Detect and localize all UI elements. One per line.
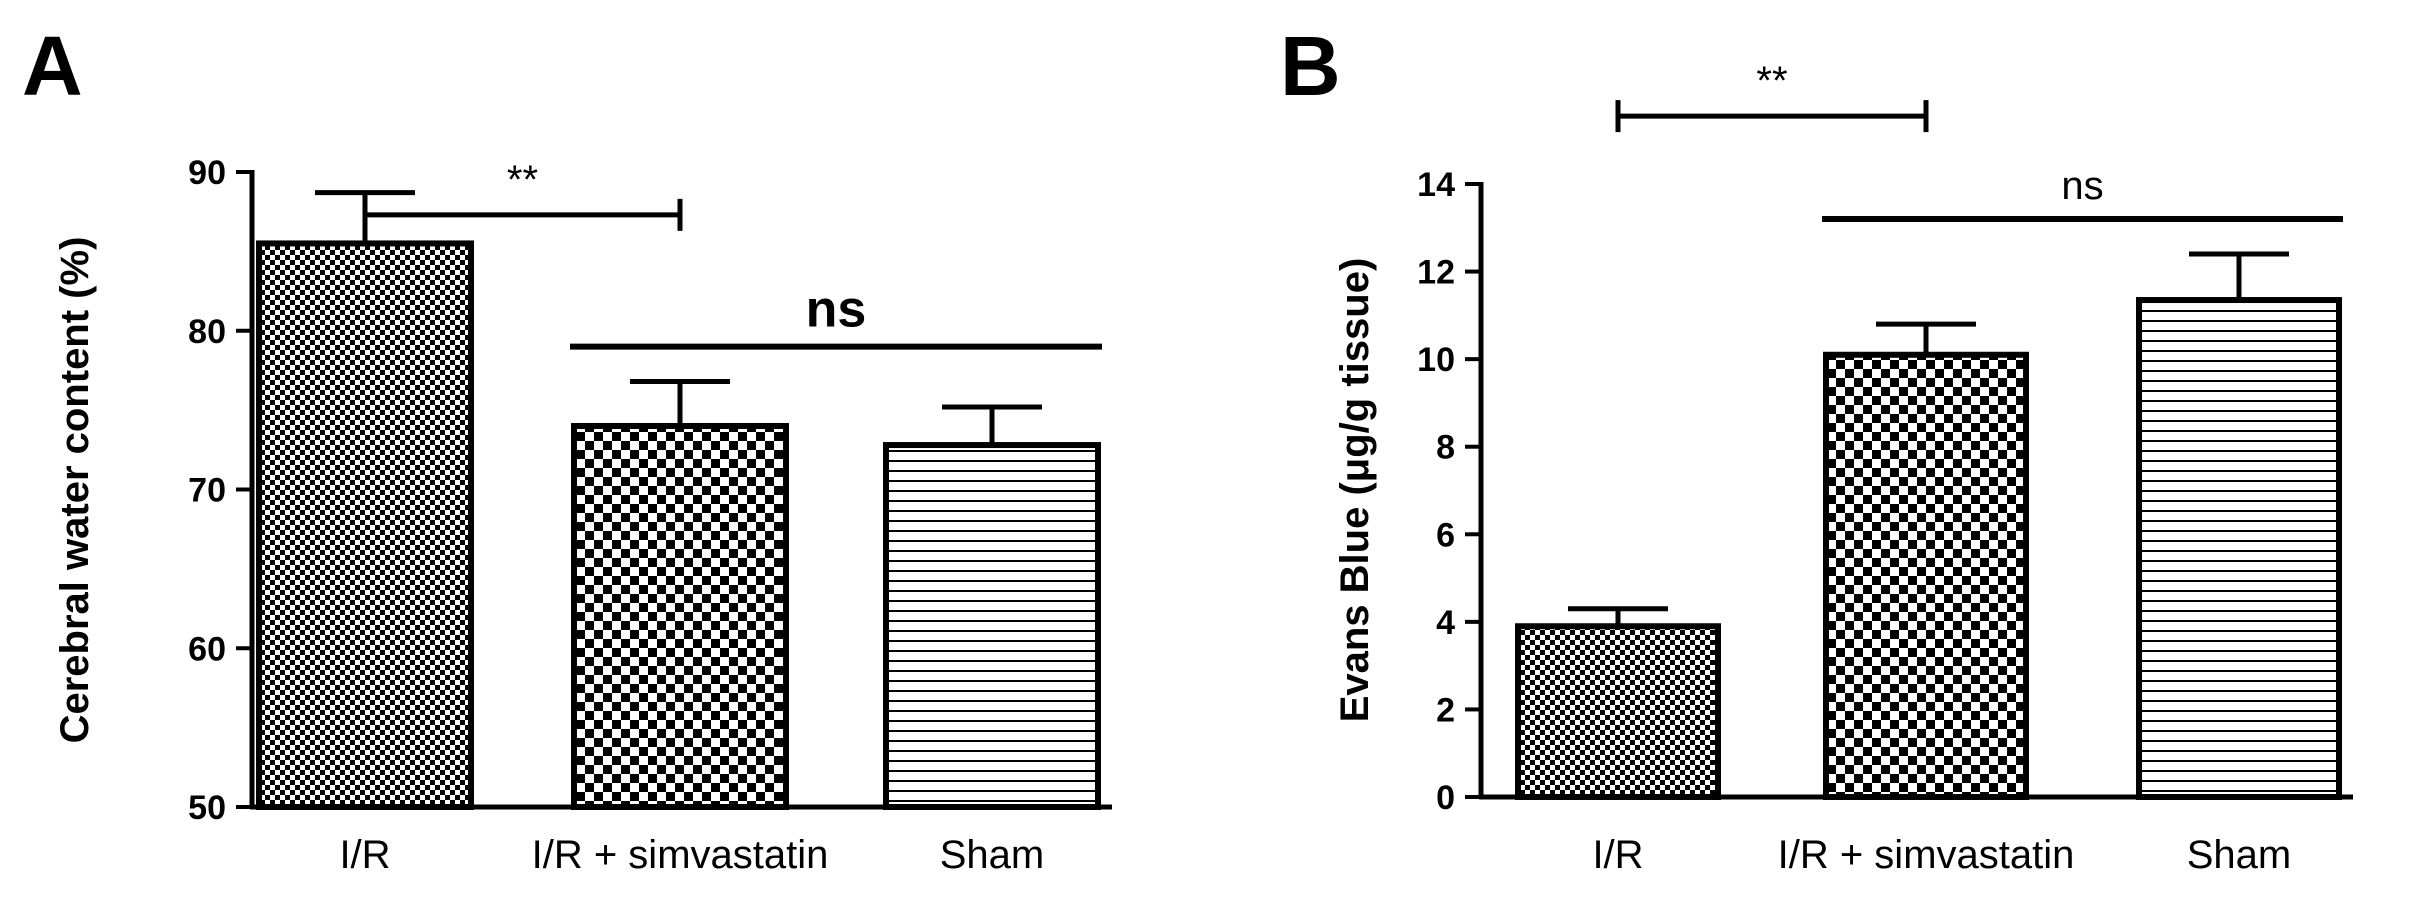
y-axis-title: Cerebral water content (%) bbox=[53, 237, 97, 744]
bar-1 bbox=[256, 240, 474, 810]
panel-label: A bbox=[22, 19, 83, 113]
y-tick-label: 80 bbox=[188, 313, 226, 351]
panel-label: B bbox=[1280, 19, 1341, 113]
category-label: I/R bbox=[1592, 833, 1643, 877]
y-tick-label: 6 bbox=[1436, 516, 1455, 554]
significance-label: ** bbox=[1756, 59, 1787, 103]
y-tick-label: 10 bbox=[1417, 341, 1455, 379]
bar-3 bbox=[2136, 297, 2342, 800]
significance-label: ns bbox=[2061, 164, 2103, 208]
bar-2 bbox=[571, 423, 789, 810]
category-label: I/R + simvastatin bbox=[532, 833, 829, 877]
y-tick-label: 8 bbox=[1436, 429, 1455, 467]
category-label: Sham bbox=[2187, 833, 2292, 877]
y-tick-label: 14 bbox=[1417, 166, 1455, 204]
y-tick-label: 12 bbox=[1417, 254, 1455, 292]
bar-1 bbox=[1515, 623, 1721, 800]
bar-2 bbox=[1823, 351, 2029, 800]
category-label: I/R + simvastatin bbox=[1778, 833, 2075, 877]
significance-label: ns bbox=[806, 281, 867, 339]
y-tick-label: 2 bbox=[1436, 691, 1455, 729]
y-tick-label: 0 bbox=[1436, 779, 1455, 817]
y-tick-label: 4 bbox=[1436, 604, 1455, 642]
significance-label: ** bbox=[507, 158, 538, 202]
y-tick-label: 60 bbox=[188, 630, 226, 668]
y-axis-title: Evans Blue (μg/g tissue) bbox=[1333, 258, 1377, 723]
category-label: I/R bbox=[339, 833, 390, 877]
panel-b: B 0 2 4 6 8 10 12 14 Evans Blue (μg/g tissue) I/R I… bbox=[1280, 19, 2353, 877]
category-label: Sham bbox=[940, 833, 1045, 877]
y-tick-label: 50 bbox=[188, 789, 226, 827]
y-tick-label: 70 bbox=[188, 472, 226, 510]
y-tick-label: 90 bbox=[188, 154, 226, 192]
panel-a: A 50 60 70 80 90 Cerebral water content (%) I/R… bbox=[22, 19, 1112, 877]
bar-3 bbox=[883, 442, 1101, 810]
